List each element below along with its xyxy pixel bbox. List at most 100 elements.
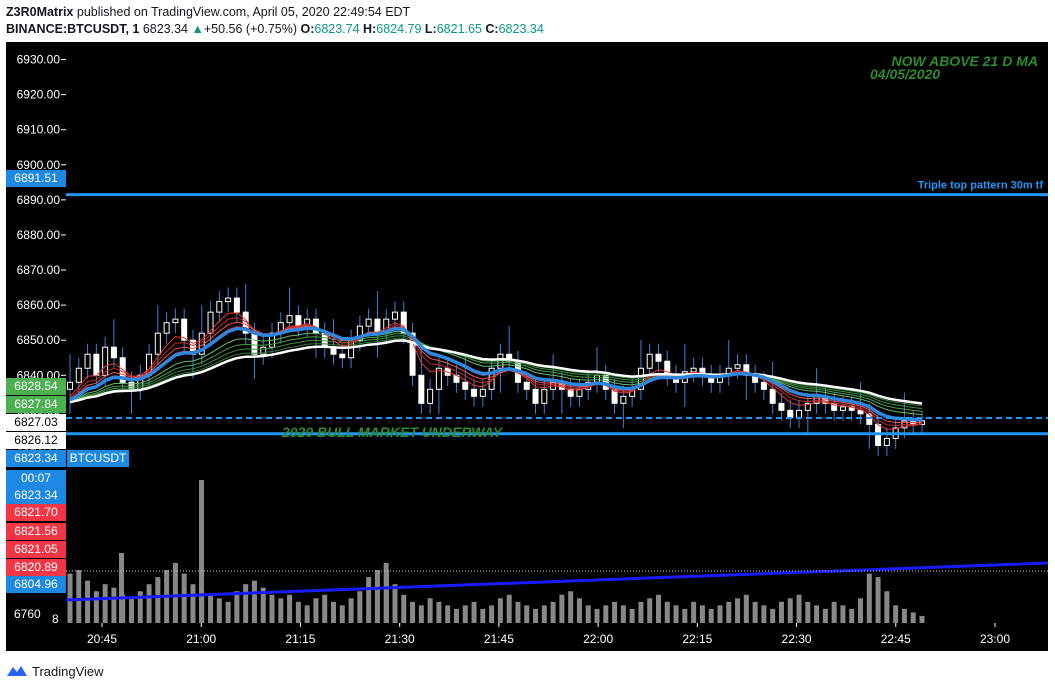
volume-bar: [550, 601, 556, 623]
symbol-label: BINANCE:BTCUSDT, 1: [6, 22, 140, 36]
price-change: +50.56 (+0.75%): [203, 22, 297, 36]
close-value: 6823.34: [498, 22, 544, 36]
volume-bar: [840, 605, 846, 623]
price-chart[interactable]: 6930.00 6920.00 6910.00 6900.00 6890.00 6880.…: [0, 0, 1055, 660]
candle-body: [102, 346, 109, 376]
candle-body: [427, 388, 434, 404]
moving-averages: [69, 312, 923, 430]
candle-body: [251, 332, 258, 355]
close-label: C:: [485, 22, 499, 36]
candle-body: [75, 367, 82, 383]
volume-bar: [348, 598, 354, 623]
price-label-box: [6, 170, 66, 187]
brand-name[interactable]: TradingView: [32, 663, 104, 679]
candle-body: [418, 374, 425, 404]
candle-body: [163, 322, 170, 334]
volume-bar: [471, 601, 477, 623]
volume-bars: [67, 480, 925, 623]
author-name[interactable]: Z3R0Matrix: [6, 5, 74, 19]
volume-bar: [778, 601, 784, 623]
volume-bar: [260, 587, 266, 623]
volume-bar: [497, 598, 503, 623]
volume-bar: [831, 601, 837, 623]
x-tick-label: 22:45: [881, 632, 911, 646]
volume-bar: [313, 598, 319, 623]
volume-bar: [278, 598, 284, 623]
y-tick-label: 6870.00: [17, 263, 61, 277]
volume-bar: [506, 594, 512, 623]
volume-bar: [85, 580, 91, 623]
up-arrow-icon: ▲: [191, 22, 204, 36]
volume-bar: [814, 605, 820, 623]
candle-body: [435, 367, 442, 390]
volume-bar: [682, 608, 688, 623]
lower-label-text: 6820.89: [14, 560, 58, 574]
volume-bar: [208, 594, 214, 623]
candle-body: [110, 346, 117, 359]
volume-bar: [111, 587, 117, 623]
volume-bar: [612, 601, 618, 623]
volume-bar: [251, 580, 257, 623]
level-annotation: Triple top pattern 30m tf: [918, 180, 1044, 192]
volume-bar: [568, 591, 574, 623]
candle-body: [883, 437, 890, 446]
annotation-date: 04/05/2020: [870, 66, 940, 82]
volume-bar: [717, 605, 723, 623]
high-value: 6824.79: [376, 22, 422, 36]
price-label-box: [6, 414, 66, 431]
volume-bar: [647, 598, 653, 623]
volume-bar: [576, 598, 582, 623]
candle-body: [804, 402, 811, 411]
candle-body: [796, 409, 803, 418]
volume-bar: [234, 591, 240, 623]
volume-bar: [384, 570, 389, 623]
lower-label-text: 00:07: [21, 471, 51, 485]
lower-label-box: [6, 559, 66, 576]
volume-bar: [620, 605, 626, 623]
volume-bar: [295, 601, 301, 623]
volume-bar: [849, 608, 855, 623]
volume-bar: [594, 608, 600, 623]
ma-line-white: [69, 339, 923, 405]
volume-bar: [172, 563, 178, 623]
ma-line-green: [69, 333, 923, 412]
volume-bar: [155, 577, 161, 623]
volume-bar: [655, 594, 661, 623]
ma-line-red: [69, 321, 923, 424]
volume-bar: [216, 598, 222, 623]
volume-bar: [190, 584, 196, 623]
volume-bar: [541, 605, 547, 623]
candle-body: [471, 388, 478, 397]
volume-bar: [418, 605, 424, 623]
published-text: published on TradingView.com, April 05, …: [76, 5, 411, 19]
candle-body: [523, 381, 530, 390]
x-tick-label: 22:15: [682, 632, 712, 646]
volume-bar: [629, 608, 635, 623]
lower-label-box: [6, 487, 66, 504]
price-label-text: 6823.34: [14, 451, 58, 465]
volume-bar: [866, 573, 872, 623]
candle-body: [620, 395, 627, 404]
volume-bar: [805, 601, 811, 623]
ma-line-blue: [69, 326, 923, 422]
candle-body: [286, 315, 293, 324]
tradingview-logo-icon: [7, 666, 27, 676]
volume-bar: [884, 591, 890, 623]
candle-body: [409, 332, 416, 376]
ohlc-line: BINANCE:BTCUSDT, 1 6823.34 ▲+50.56 (+0.7…: [6, 21, 1046, 38]
volume-bar: [910, 612, 916, 623]
volume-bar: [875, 577, 881, 623]
volume-bar: [699, 605, 705, 623]
price-label-text: 6827.03: [14, 415, 58, 429]
lower-label-text: 6821.56: [14, 524, 58, 538]
y-tick-label: 6930.00: [17, 53, 61, 67]
candle-body: [216, 301, 223, 313]
candle-body: [295, 315, 302, 327]
open-label: O:: [300, 22, 315, 36]
candle-body: [356, 325, 363, 341]
volume-bar: [76, 570, 82, 623]
ma-line-green: [69, 330, 923, 416]
low-label: L:: [424, 22, 437, 36]
y-tick-label: 6920.00: [17, 88, 61, 102]
